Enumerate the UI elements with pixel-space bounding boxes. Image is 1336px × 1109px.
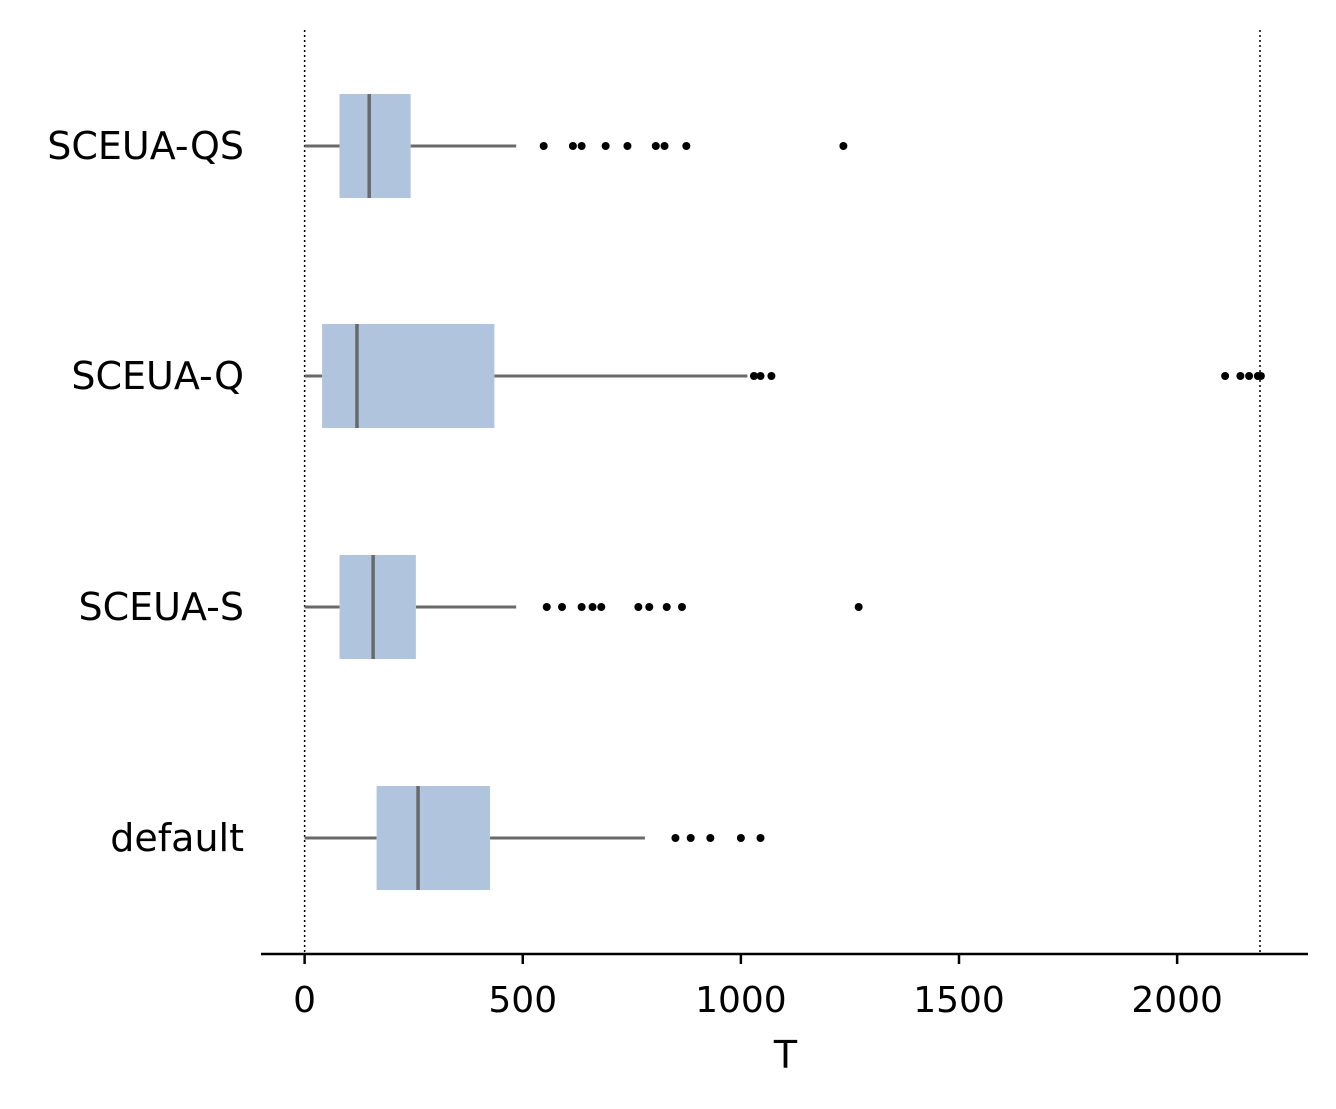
outlier-point	[1236, 372, 1245, 380]
box-iqr	[339, 555, 416, 659]
outlier-point	[660, 142, 669, 150]
box-sceua-qs	[304, 94, 848, 198]
x-tick-label: 1500	[913, 980, 1005, 1021]
category-label: SCEUA-S	[79, 585, 244, 629]
box-iqr	[339, 94, 411, 198]
outlier-point	[1256, 372, 1265, 380]
outlier-point	[597, 603, 606, 611]
reference-lines	[303, 30, 1261, 954]
outlier-point	[662, 603, 671, 611]
box-series	[304, 94, 1265, 890]
outlier-point	[854, 603, 863, 611]
outlier-point	[756, 834, 765, 842]
outlier-point	[706, 834, 715, 842]
outlier-point	[539, 142, 548, 150]
outlier-point	[682, 142, 691, 150]
x-ticks: 0 500 1000 1500 2000	[293, 954, 1223, 1021]
category-label: default	[110, 816, 244, 860]
box-sceua-s	[304, 555, 863, 659]
outlier-point	[542, 603, 551, 611]
outlier-point	[736, 834, 745, 842]
outlier-point	[756, 372, 765, 380]
outlier-point	[749, 372, 758, 380]
box-iqr	[376, 786, 491, 890]
outlier-point	[839, 142, 848, 150]
outlier-point	[767, 372, 776, 380]
x-axis: 0 500 1000 1500 2000	[261, 952, 1308, 1021]
outlier-point	[651, 142, 660, 150]
outlier-point	[671, 834, 680, 842]
box-sceua-q	[304, 324, 1265, 428]
x-tick-label: 2000	[1131, 980, 1223, 1021]
outlier-point	[1221, 372, 1230, 380]
outlier-point	[645, 603, 654, 611]
x-tick-label: 0	[293, 980, 316, 1021]
x-tick-label: 500	[488, 980, 557, 1021]
category-labels: SCEUA-QS SCEUA-Q SCEUA-S default	[47, 124, 244, 860]
box-iqr	[322, 324, 495, 428]
category-label: SCEUA-QS	[47, 124, 244, 168]
x-tick-label: 1000	[695, 980, 787, 1021]
outlier-point	[577, 603, 586, 611]
outlier-point	[634, 603, 643, 611]
outlier-point	[677, 603, 686, 611]
outlier-point	[601, 142, 610, 150]
outlier-point	[558, 603, 567, 611]
outlier-point	[568, 142, 577, 150]
category-label: SCEUA-Q	[71, 354, 244, 398]
x-axis-label: T	[773, 1033, 798, 1077]
outlier-point	[588, 603, 597, 611]
box-default	[304, 786, 765, 890]
outlier-point	[577, 142, 586, 150]
outlier-point	[623, 142, 632, 150]
outlier-point	[1245, 372, 1254, 380]
outlier-point	[686, 834, 695, 842]
